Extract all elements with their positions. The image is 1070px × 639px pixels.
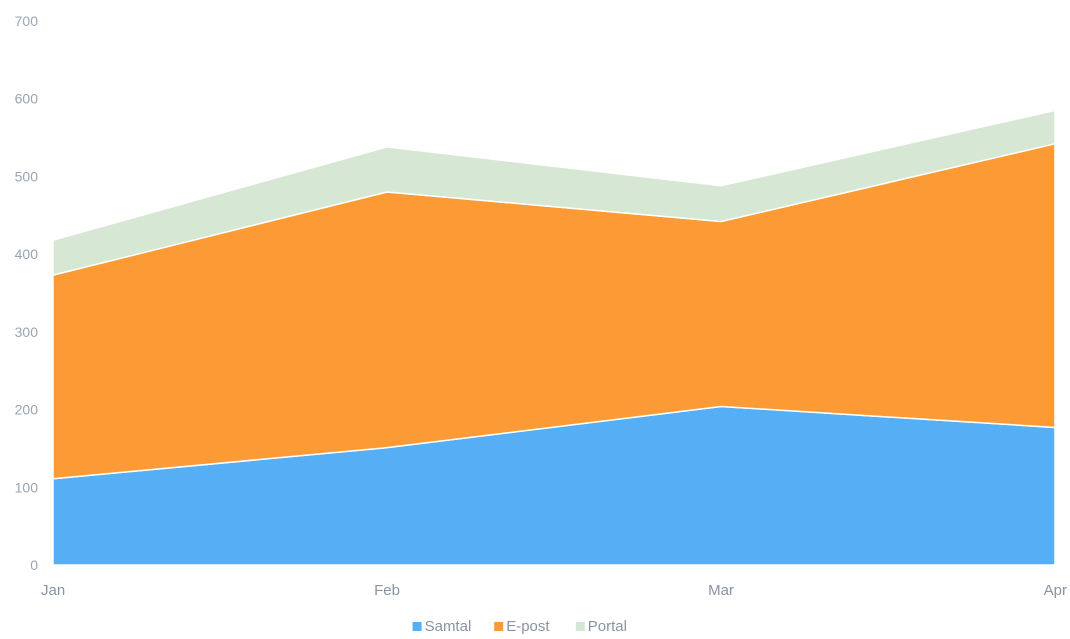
x-tick-label: Mar [708,582,734,599]
legend-swatch-portal [575,622,585,631]
x-tick-label: Feb [374,582,400,599]
x-axis: Jan Feb Mar Apr [41,582,1067,599]
legend: Samtal E-post Portal [412,618,627,635]
y-tick-label: 0 [30,557,38,573]
plot-area [52,109,1056,566]
legend-label-e-post: E-post [506,618,550,635]
legend-label-portal: Portal [588,618,627,635]
area-series-portal [52,109,1056,276]
y-tick-label: 200 [15,402,39,418]
legend-swatch-samtal [412,622,422,631]
legend-swatch-e-post [494,622,504,631]
x-tick-label: Jan [41,582,65,599]
y-tick-label: 100 [15,479,39,495]
legend-label-samtal: Samtal [425,618,472,635]
y-tick-label: 300 [15,324,39,340]
x-tick-label: Apr [1044,582,1067,599]
y-tick-label: 400 [15,246,39,262]
y-axis: 0 100 200 300 400 500 600 700 [15,13,39,573]
y-tick-label: 500 [15,168,39,184]
y-tick-label: 700 [15,13,39,29]
y-tick-label: 600 [15,91,39,107]
